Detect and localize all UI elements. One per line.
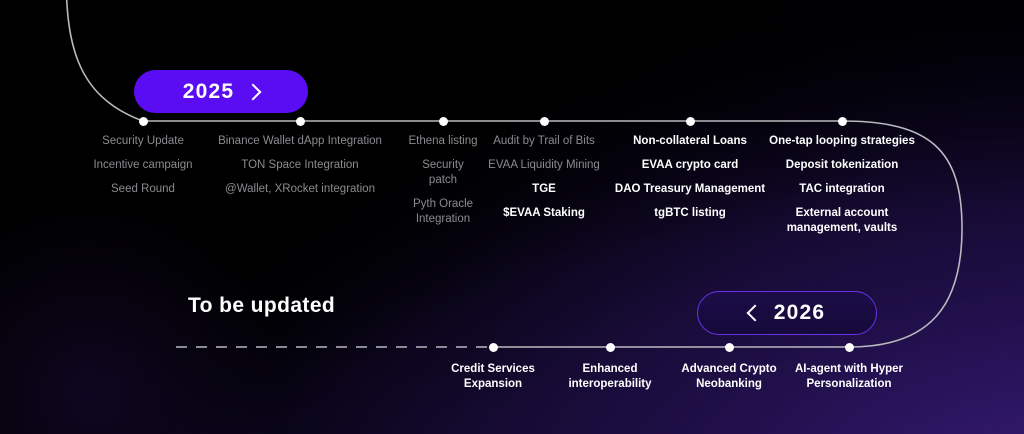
year-pill-2025[interactable]: 2025 [134,70,308,113]
milestone-dot[interactable] [438,116,448,126]
milestone-item: One-tap looping strategies [769,135,915,147]
milestone-column: One-tap looping strategies Deposit tokeni… [767,134,917,236]
page-title: To be updated [188,294,336,317]
milestone-item: Pyth Oracle Integration [412,197,474,225]
milestone-column: Audit by Trail of Bits EVAA Liquidity Min… [477,134,612,221]
milestone-dot[interactable] [295,116,305,126]
milestone-item: Security patch [422,158,464,186]
milestone-item: EVAA Liquidity Mining [488,158,600,171]
milestone-item: AI-agent with Hyper Personalization [795,363,903,390]
year-pill-2025-label: 2025 [182,79,235,103]
milestone-item: Credit Services Expansion [451,363,535,390]
milestone-item: $EVAA Staking [503,206,585,219]
milestone-item: Ethena listing [408,135,478,147]
year-pill-2026-label: 2026 [773,301,826,324]
milestone-item: @Wallet, XRocket integration [225,182,375,195]
milestone-item: Non-collateral Loans [633,135,747,147]
milestone-item: EVAA crypto card [641,158,739,171]
milestone-item: Security Update [102,135,184,147]
milestone-dot[interactable] [685,116,695,126]
milestone-item: Advanced Crypto Neobanking [681,363,777,390]
chevron-right-icon [244,83,262,100]
milestone-dot[interactable] [844,342,854,352]
milestone-dot[interactable] [138,116,148,126]
track-return-curve [841,120,963,348]
milestone-item: Audit by Trail of Bits [493,135,595,147]
milestone-item: External account management, vaults [786,206,898,234]
milestone-item: Deposit tokenization [785,158,899,171]
milestone-item: Incentive campaign [93,158,193,171]
milestone-column: AI-agent with Hyper Personalization [779,362,919,392]
milestone-column: Enhanced interoperability [545,362,675,392]
milestone-item: tgBTC listing [654,206,726,219]
milestone-column: Non-collateral Loans EVAA crypto card DAO … [608,134,773,221]
chevron-left-icon [746,304,764,322]
milestone-column: Security Update Incentive campaign Seed Ro… [83,134,203,197]
milestone-item: Enhanced interoperability [568,363,652,390]
milestone-item: DAO Treasury Management [614,182,766,195]
milestone-dot[interactable] [488,342,498,352]
milestone-item: TON Space Integration [241,158,359,171]
milestone-item: Binance Wallet dApp Integration [218,135,382,147]
milestone-item: TGE [532,182,556,195]
milestone-column: Credit Services Expansion [428,362,558,392]
milestone-dot[interactable] [724,342,734,352]
milestone-item: Seed Round [111,182,175,195]
milestone-item: TAC integration [799,182,885,195]
milestone-column: Binance Wallet dApp Integration TON Space… [213,134,388,197]
milestone-dot[interactable] [539,116,549,126]
milestone-column: Ethena listing Security patch Pyth Oracle … [396,134,491,227]
year-pill-2026[interactable]: 2026 [697,291,877,335]
milestone-dot[interactable] [837,116,847,126]
background-left-glow [0,214,300,434]
milestone-dot[interactable] [605,342,615,352]
track-entry-curve [65,0,144,122]
milestone-column: Advanced Crypto Neobanking [662,362,797,392]
